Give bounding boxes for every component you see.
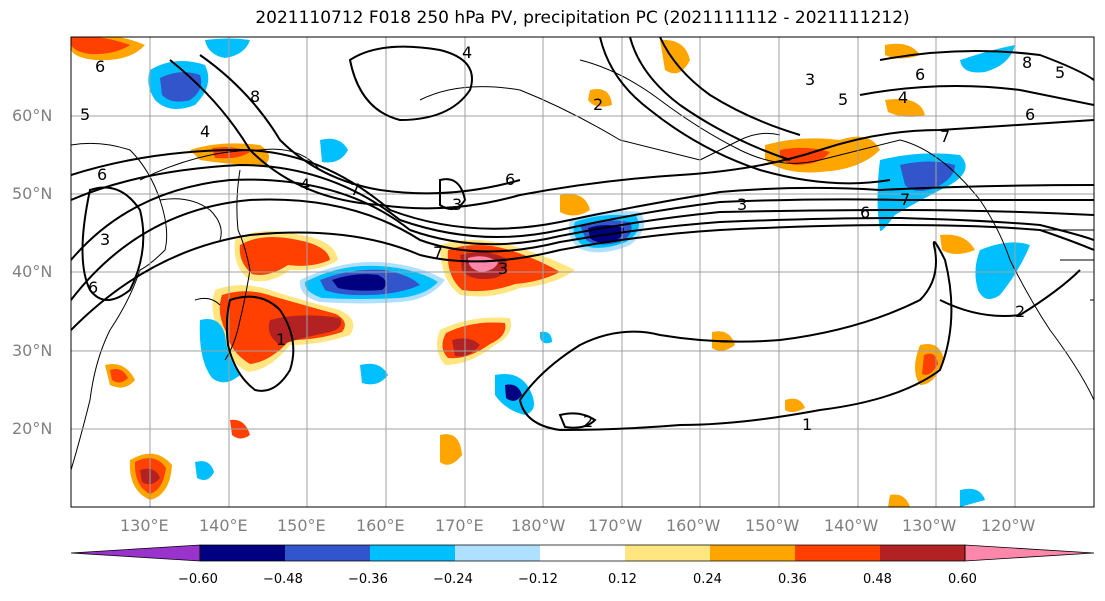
pv-label: 5 (1055, 63, 1065, 82)
pv-label: 3 (805, 70, 815, 89)
precipitation-shading (71, 37, 1094, 507)
colorbar (70, 544, 1095, 562)
pv-label: 1 (802, 415, 812, 434)
pv-label: 6 (860, 203, 870, 222)
colorbar-bin (455, 545, 540, 561)
pv-label: 6 (915, 65, 925, 84)
pv-label: 3 (498, 259, 508, 278)
pv-label: 3 (737, 195, 747, 214)
lon-label: 150°E (277, 516, 326, 535)
colorbar-bin (200, 545, 285, 561)
lat-label: 30°N (12, 341, 53, 360)
lon-label: 170°E (435, 516, 484, 535)
colorbar-tick-label: 0.48 (863, 572, 892, 587)
lon-label: 140°W (824, 516, 879, 535)
colorbar-bin (285, 545, 370, 561)
colorbar-bin (880, 545, 965, 561)
pv-label: 7 (940, 127, 950, 146)
pv-label: 4 (200, 122, 210, 141)
lon-label: 160°E (356, 516, 405, 535)
pv-label: 3 (100, 230, 110, 249)
colorbar-tick-label: 0.12 (608, 572, 637, 587)
lat-label: 50°N (12, 184, 53, 203)
colorbar-tick-label: −0.24 (433, 572, 473, 587)
pv-label: 2 (583, 412, 593, 431)
pv-label: 6 (505, 170, 515, 189)
lat-label: 60°N (12, 106, 53, 125)
pv-label: 3 (452, 195, 462, 214)
lon-label: 120°W (981, 516, 1036, 535)
lon-label: 150°W (745, 516, 800, 535)
negative-precip-blobs (148, 38, 1030, 507)
pv-label: 7 (433, 243, 443, 262)
map-title: 2021110712 F018 250 hPa PV, precipitatio… (255, 8, 910, 28)
pv-label: 4 (462, 43, 472, 62)
colorbar-tick-label: 0.60 (948, 572, 977, 587)
colorbar-extend-high (964, 544, 1095, 562)
pv-label: 6 (88, 278, 98, 297)
contour-labels: 4 2 3 5 6 7 6 7 3 6 3 7 3 4 7 8 4 6 3 6 … (80, 43, 1065, 434)
colorbar-bin (710, 545, 795, 561)
pv-label: 4 (300, 175, 310, 194)
graticule (71, 37, 1094, 507)
colorbar-tick-label: −0.48 (263, 572, 303, 587)
lon-label: 180°W (511, 516, 566, 535)
colorbar-tick-label: 0.36 (778, 572, 807, 587)
colorbar-tick-label: −0.36 (348, 572, 388, 587)
pv-label: 2 (593, 95, 603, 114)
pv-contours (71, 37, 1094, 432)
pv-label: 2 (1015, 302, 1025, 321)
lon-label: 130°W (902, 516, 957, 535)
lon-label: 140°E (199, 516, 248, 535)
colorbar-tick-label: 0.24 (693, 572, 722, 587)
colorbar-extend-low (70, 544, 201, 562)
pv-label: 4 (898, 88, 908, 107)
colorbar-tick-label: −0.12 (518, 572, 558, 587)
pv-label: 5 (838, 90, 848, 109)
colorbar-bin (540, 545, 625, 561)
pv-label: 7 (350, 180, 360, 199)
map-frame (70, 36, 1095, 508)
lat-label: 20°N (12, 419, 53, 438)
pv-label: 8 (1022, 53, 1032, 72)
colorbar-bin (795, 545, 880, 561)
lat-label: 40°N (12, 262, 53, 281)
pv-label: 1 (276, 330, 286, 349)
lon-label: 130°E (120, 516, 169, 535)
pv-label: 6 (97, 165, 107, 184)
pv-label: 7 (900, 190, 910, 209)
pv-label: 8 (250, 87, 260, 106)
pv-label: 6 (1025, 105, 1035, 124)
lon-label: 160°W (666, 516, 721, 535)
colorbar-tick-label: −0.60 (178, 572, 218, 587)
pv-label: 6 (95, 57, 105, 76)
colorbar-bin (625, 545, 710, 561)
pv-label: 5 (80, 105, 90, 124)
positive-precip-blobs (71, 37, 975, 507)
lon-label: 170°W (588, 516, 643, 535)
coastlines (71, 59, 1094, 471)
colorbar-bin (370, 545, 455, 561)
